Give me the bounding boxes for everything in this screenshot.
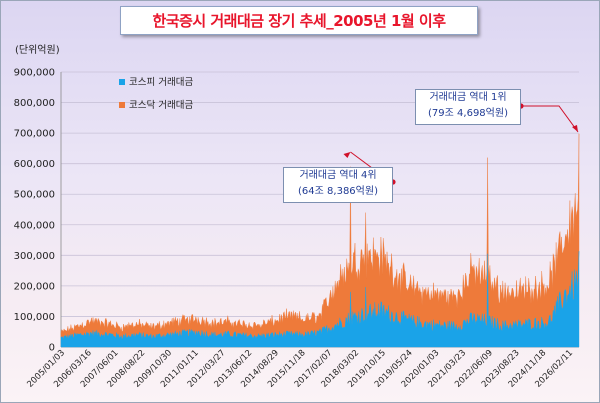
y-tick-label: 500,000 <box>14 190 55 201</box>
y-tick-label: 800,000 <box>14 98 55 109</box>
legend-label: 코스피 거래대금 <box>129 77 193 88</box>
legend-label: 코스닥 거래대금 <box>129 100 193 111</box>
annotation-box-rank1: 거래대금 역대 1위 (79조 4,698억원) <box>415 89 521 125</box>
annotation-label-rank4: 거래대금 역대 4위 <box>299 170 377 181</box>
y-tick-label: 300,000 <box>14 251 55 262</box>
y-tick-label: 100,000 <box>14 312 55 323</box>
chart-title-box: 한국증시 거래대금 장기 추세_2005년 1월 이후 <box>120 6 478 35</box>
y-tick-label: 0 <box>49 343 55 354</box>
annotation-arrow-rank4 <box>343 152 351 158</box>
legend-swatch <box>119 79 125 85</box>
annotation-value-rank1: (79조 4,698억원) <box>428 108 508 119</box>
annotation-value-rank4: (64조 8,386억원) <box>298 186 378 197</box>
series-area-kospi <box>60 251 580 348</box>
y-tick-label: 600,000 <box>14 159 55 170</box>
chart-title: 한국증시 거래대금 장기 추세_2005년 1월 이후 <box>152 12 446 30</box>
annotation-box-rank4: 거래대금 역대 4위 (64조 8,386억원) <box>283 167 393 203</box>
y-tick-label: 900,000 <box>14 68 55 79</box>
y-tick-label: 700,000 <box>14 129 55 140</box>
chart-areas <box>60 133 580 348</box>
y-tick-label: 400,000 <box>14 220 55 231</box>
series-area-kosdaq <box>60 133 580 340</box>
annotation-label-rank1: 거래대금 역대 1위 <box>429 92 507 103</box>
y-axis-ticks: 0 100,000 200,000 300,000 400,000 500,000 600,… <box>14 68 55 354</box>
annotation-arrow-rank1 <box>572 125 578 132</box>
legend-swatch <box>119 102 125 108</box>
y-tick-label: 200,000 <box>14 281 55 292</box>
annotation-line-rank1 <box>521 105 579 133</box>
x-axis-ticks: 2005/01/032006/03/162007/06/012008/08/22… <box>25 348 575 390</box>
y-axis-unit-label: (단위억원) <box>15 45 60 56</box>
